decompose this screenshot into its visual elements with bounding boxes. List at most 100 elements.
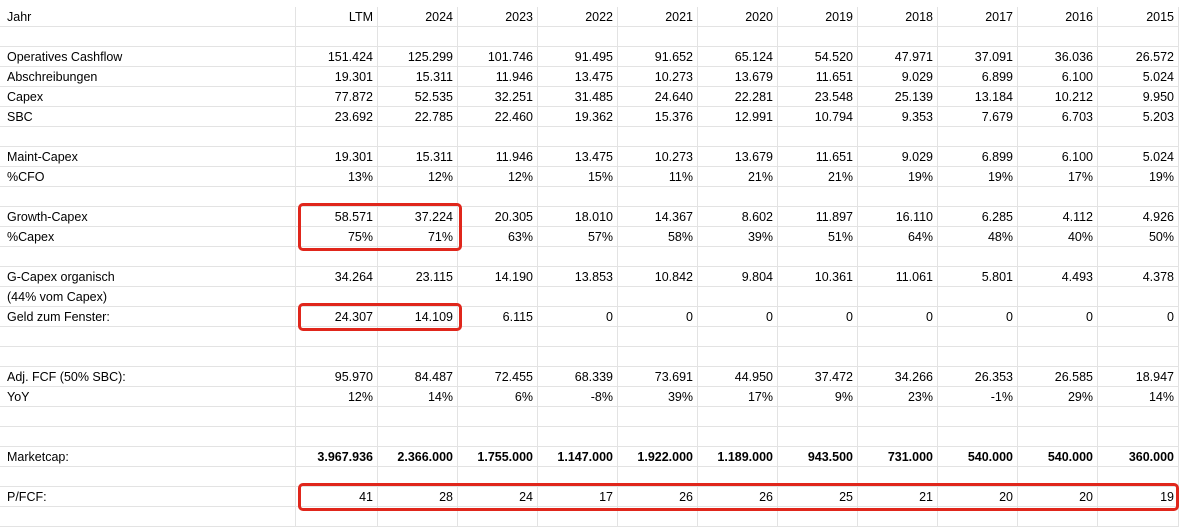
value-cell[interactable]: 13.679 (698, 147, 778, 167)
value-cell[interactable]: 14.367 (618, 207, 698, 227)
value-cell[interactable]: 20.305 (458, 207, 538, 227)
value-cell[interactable]: 23.115 (378, 267, 458, 287)
value-cell[interactable] (618, 187, 698, 207)
row-label-cell[interactable] (0, 187, 296, 207)
row-label-cell[interactable]: Abschreibungen (0, 67, 296, 87)
value-cell[interactable]: 0 (1018, 307, 1098, 327)
value-cell[interactable] (538, 247, 618, 267)
value-cell[interactable] (538, 467, 618, 487)
value-cell[interactable]: 18.010 (538, 207, 618, 227)
value-cell[interactable] (698, 507, 778, 527)
value-cell[interactable] (698, 247, 778, 267)
value-cell[interactable] (938, 327, 1018, 347)
column-header-cell[interactable]: 2017 (938, 7, 1018, 27)
value-cell[interactable]: 23.692 (296, 107, 378, 127)
value-cell[interactable] (778, 187, 858, 207)
value-cell[interactable]: 47.971 (858, 47, 938, 67)
value-cell[interactable]: 21% (778, 167, 858, 187)
value-cell[interactable]: 37.224 (378, 207, 458, 227)
value-cell[interactable] (858, 247, 938, 267)
value-cell[interactable] (1018, 407, 1098, 427)
value-cell[interactable]: 6.899 (938, 147, 1018, 167)
value-cell[interactable]: 1.922.000 (618, 447, 698, 467)
value-cell[interactable]: 19 (1098, 487, 1179, 507)
value-cell[interactable]: 0 (1098, 307, 1179, 327)
column-header-cell[interactable]: LTM (296, 7, 378, 27)
row-label-cell[interactable]: Operatives Cashflow (0, 47, 296, 67)
value-cell[interactable] (378, 247, 458, 267)
value-cell[interactable] (858, 347, 938, 367)
value-cell[interactable]: 1.755.000 (458, 447, 538, 467)
column-header-cell[interactable]: 2021 (618, 7, 698, 27)
value-cell[interactable] (378, 127, 458, 147)
value-cell[interactable]: 4.378 (1098, 267, 1179, 287)
value-cell[interactable]: 25 (778, 487, 858, 507)
value-cell[interactable] (378, 287, 458, 307)
row-label-cell[interactable] (0, 27, 296, 47)
value-cell[interactable] (938, 187, 1018, 207)
value-cell[interactable] (778, 467, 858, 487)
value-cell[interactable]: 63% (458, 227, 538, 247)
row-label-cell[interactable]: Growth-Capex (0, 207, 296, 227)
value-cell[interactable] (938, 507, 1018, 527)
row-label-cell[interactable]: G-Capex organisch (0, 267, 296, 287)
value-cell[interactable]: 125.299 (378, 47, 458, 67)
value-cell[interactable]: 2.366.000 (378, 447, 458, 467)
value-cell[interactable] (938, 27, 1018, 47)
value-cell[interactable] (296, 287, 378, 307)
value-cell[interactable]: 25.139 (858, 87, 938, 107)
value-cell[interactable] (618, 347, 698, 367)
value-cell[interactable] (698, 327, 778, 347)
value-cell[interactable] (378, 347, 458, 367)
value-cell[interactable] (1018, 427, 1098, 447)
value-cell[interactable]: 72.455 (458, 367, 538, 387)
value-cell[interactable] (296, 407, 378, 427)
value-cell[interactable]: 39% (618, 387, 698, 407)
value-cell[interactable] (378, 187, 458, 207)
value-cell[interactable]: 9.804 (698, 267, 778, 287)
value-cell[interactable]: 39% (698, 227, 778, 247)
row-label-cell[interactable] (0, 247, 296, 267)
value-cell[interactable]: 71% (378, 227, 458, 247)
value-cell[interactable] (778, 327, 858, 347)
value-cell[interactable] (1098, 347, 1179, 367)
value-cell[interactable] (618, 427, 698, 447)
row-label-cell[interactable] (0, 467, 296, 487)
row-label-cell[interactable]: %Capex (0, 227, 296, 247)
value-cell[interactable] (538, 327, 618, 347)
value-cell[interactable] (938, 127, 1018, 147)
row-label-cell[interactable] (0, 127, 296, 147)
value-cell[interactable]: 19.301 (296, 67, 378, 87)
value-cell[interactable] (778, 407, 858, 427)
row-label-cell[interactable]: SBC (0, 107, 296, 127)
value-cell[interactable] (1098, 427, 1179, 447)
value-cell[interactable]: 23.548 (778, 87, 858, 107)
value-cell[interactable]: 7.679 (938, 107, 1018, 127)
value-cell[interactable] (1018, 127, 1098, 147)
column-header-cell[interactable]: 2016 (1018, 7, 1098, 27)
value-cell[interactable] (538, 287, 618, 307)
value-cell[interactable]: 0 (938, 307, 1018, 327)
value-cell[interactable]: 9% (778, 387, 858, 407)
value-cell[interactable] (296, 127, 378, 147)
value-cell[interactable]: 0 (858, 307, 938, 327)
value-cell[interactable]: 51% (778, 227, 858, 247)
value-cell[interactable] (698, 187, 778, 207)
value-cell[interactable]: 91.495 (538, 47, 618, 67)
value-cell[interactable]: 13.475 (538, 147, 618, 167)
value-cell[interactable]: 13% (296, 167, 378, 187)
value-cell[interactable]: 14% (378, 387, 458, 407)
value-cell[interactable]: 50% (1098, 227, 1179, 247)
value-cell[interactable]: 4.926 (1098, 207, 1179, 227)
value-cell[interactable]: 91.652 (618, 47, 698, 67)
value-cell[interactable]: 36.036 (1018, 47, 1098, 67)
value-cell[interactable] (458, 427, 538, 447)
value-cell[interactable]: 13.184 (938, 87, 1018, 107)
row-label-cell[interactable]: %CFO (0, 167, 296, 187)
value-cell[interactable]: 540.000 (938, 447, 1018, 467)
value-cell[interactable]: 9.353 (858, 107, 938, 127)
value-cell[interactable]: 24.640 (618, 87, 698, 107)
row-label-cell[interactable]: P/FCF: (0, 487, 296, 507)
value-cell[interactable]: 101.746 (458, 47, 538, 67)
value-cell[interactable]: 95.970 (296, 367, 378, 387)
